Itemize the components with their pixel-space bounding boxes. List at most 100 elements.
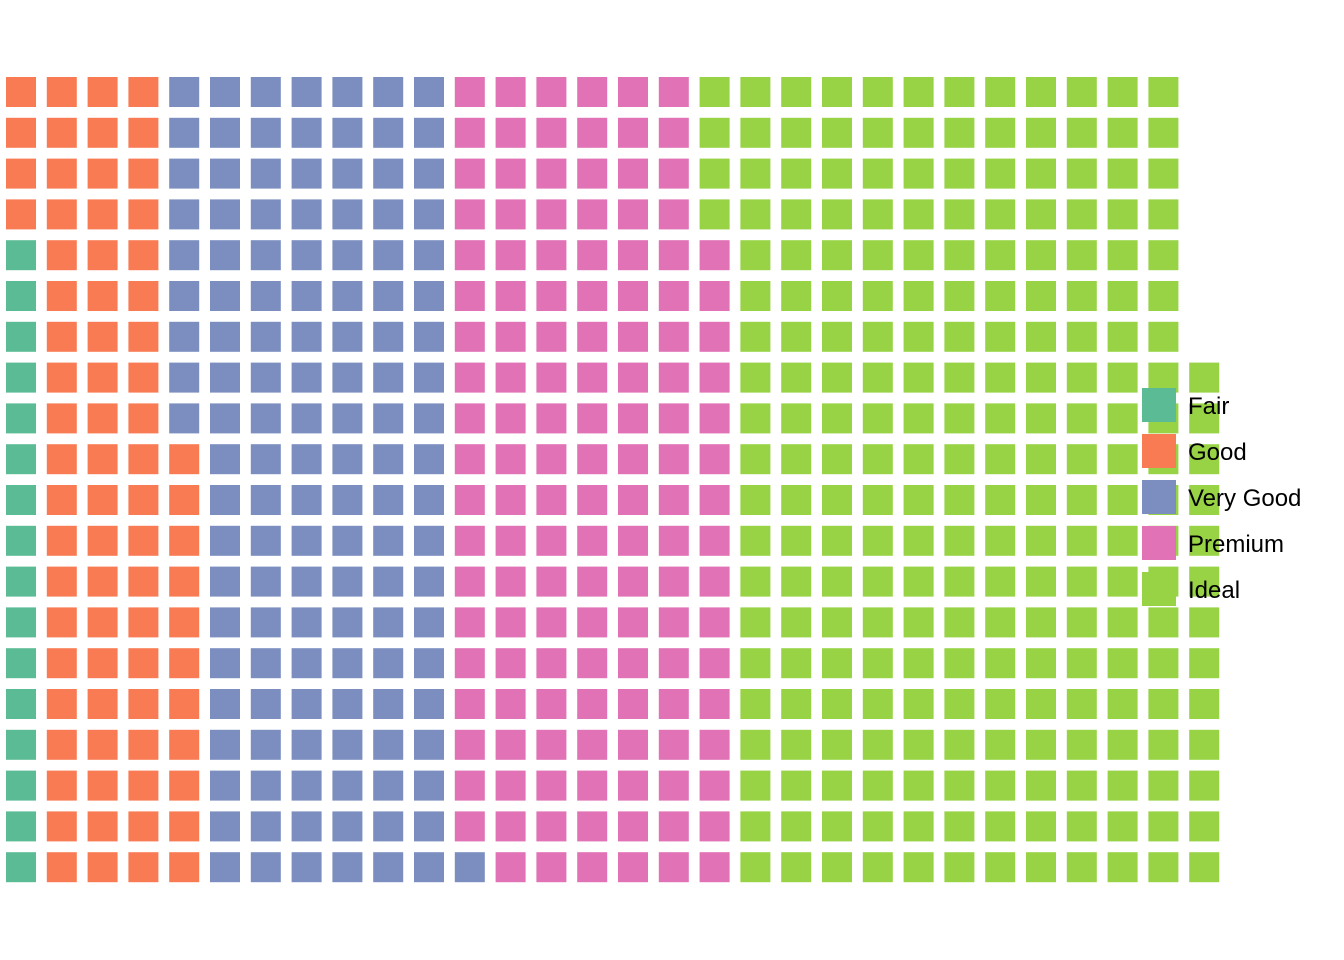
waffle-cell-premium <box>495 566 526 597</box>
waffle-cell-ideal <box>903 852 934 883</box>
waffle-cell-ideal <box>944 607 975 638</box>
waffle-cell-good <box>128 117 159 148</box>
waffle-cell-premium <box>536 525 567 556</box>
waffle-cell-good <box>46 566 77 597</box>
waffle-cell-ideal <box>740 729 771 760</box>
waffle-cell-ideal <box>985 240 1016 271</box>
waffle-cell-very-good <box>291 729 322 760</box>
waffle-cell-good <box>46 362 77 393</box>
waffle-cell-premium <box>658 607 689 638</box>
waffle-cell-ideal <box>781 362 812 393</box>
waffle-cell-very-good <box>210 158 240 189</box>
waffle-cell-ideal <box>740 240 771 271</box>
waffle-cell-premium <box>618 444 648 475</box>
waffle-cell-premium <box>618 158 648 189</box>
waffle-cell-ideal <box>1189 403 1220 434</box>
waffle-cell-good <box>128 566 159 597</box>
waffle-cell-premium <box>699 729 730 760</box>
waffle-cell-ideal <box>1066 240 1097 271</box>
waffle-cell-premium <box>699 689 730 719</box>
waffle-cell-fair <box>6 770 36 801</box>
waffle-cell-premium <box>699 648 730 679</box>
waffle-cell-premium <box>618 199 648 230</box>
waffle-cell-ideal <box>740 525 771 556</box>
waffle-cell-ideal <box>1107 811 1138 842</box>
waffle-cell-premium <box>658 281 689 311</box>
waffle-cell-good <box>87 607 118 638</box>
waffle-cell-very-good <box>250 770 281 801</box>
waffle-cell-ideal <box>822 648 852 679</box>
waffle-cell-premium <box>658 77 689 107</box>
waffle-cell-premium <box>658 199 689 230</box>
waffle-cell-good <box>128 403 159 434</box>
waffle-cell-good <box>128 158 159 189</box>
legend-label-premium: Premium <box>1188 531 1284 558</box>
waffle-cell-premium <box>618 362 648 393</box>
waffle-cell-ideal <box>740 607 771 638</box>
waffle-cell-very-good <box>169 158 200 189</box>
waffle-cell-good <box>128 689 159 719</box>
waffle-cell-ideal <box>944 362 975 393</box>
waffle-cell-good <box>87 199 118 230</box>
waffle-cell-very-good <box>332 811 363 842</box>
waffle-cell-very-good <box>373 566 404 597</box>
waffle-cell-very-good <box>332 199 363 230</box>
waffle-cell-ideal <box>1189 689 1220 719</box>
waffle-cell-ideal <box>822 852 852 883</box>
legend-key-very-good <box>1142 480 1176 514</box>
waffle-cell-ideal <box>985 281 1016 311</box>
legend-key-good <box>1142 434 1176 468</box>
waffle-cell-good <box>128 321 159 352</box>
waffle-cell-premium <box>495 525 526 556</box>
waffle-cell-very-good <box>210 199 240 230</box>
waffle-cell-ideal <box>862 444 893 475</box>
waffle-cell-fair <box>6 444 36 475</box>
waffle-cell-premium <box>454 321 485 352</box>
waffle-cell-ideal <box>862 403 893 434</box>
waffle-cell-very-good <box>291 689 322 719</box>
waffle-cell-fair <box>6 485 36 515</box>
waffle-cell-ideal <box>822 770 852 801</box>
waffle-cell-good <box>87 158 118 189</box>
waffle-cell-very-good <box>332 525 363 556</box>
waffle-cell-ideal <box>1189 607 1220 638</box>
waffle-cell-ideal <box>781 485 812 515</box>
waffle-cell-ideal <box>862 281 893 311</box>
waffle-cell-premium <box>658 485 689 515</box>
waffle-cell-good <box>87 444 118 475</box>
waffle-cell-ideal <box>862 485 893 515</box>
waffle-cell-very-good <box>291 158 322 189</box>
waffle-cell-ideal <box>1148 607 1179 638</box>
waffle-cell-ideal <box>1148 729 1179 760</box>
waffle-cell-ideal <box>740 321 771 352</box>
waffle-cell-ideal <box>1026 566 1056 597</box>
waffle-cell-ideal <box>985 607 1016 638</box>
waffle-cell-ideal <box>1107 158 1138 189</box>
waffle-cell-ideal <box>1026 729 1056 760</box>
waffle-cell-ideal <box>1066 607 1097 638</box>
waffle-cell-ideal <box>1026 485 1056 515</box>
waffle-cell-premium <box>454 362 485 393</box>
waffle-cell-ideal <box>740 566 771 597</box>
waffle-cell-premium <box>536 689 567 719</box>
waffle-cell-premium <box>454 689 485 719</box>
waffle-cell-good <box>46 77 77 107</box>
waffle-cell-ideal <box>740 811 771 842</box>
waffle-cell-very-good <box>373 240 404 271</box>
waffle-cell-very-good <box>414 199 444 230</box>
waffle-cell-premium <box>454 158 485 189</box>
waffle-cell-ideal <box>699 158 730 189</box>
waffle-cell-very-good <box>414 811 444 842</box>
waffle-cell-good <box>46 852 77 883</box>
waffle-cell-ideal <box>903 321 934 352</box>
waffle-cell-premium <box>618 525 648 556</box>
waffle-cell-ideal <box>822 525 852 556</box>
waffle-cell-good <box>128 648 159 679</box>
waffle-cell-ideal <box>944 566 975 597</box>
waffle-cell-ideal <box>1066 199 1097 230</box>
waffle-cell-good <box>128 770 159 801</box>
waffle-cell-ideal <box>1107 444 1138 475</box>
waffle-cell-very-good <box>250 77 281 107</box>
waffle-cell-ideal <box>944 485 975 515</box>
waffle-cell-very-good <box>250 281 281 311</box>
